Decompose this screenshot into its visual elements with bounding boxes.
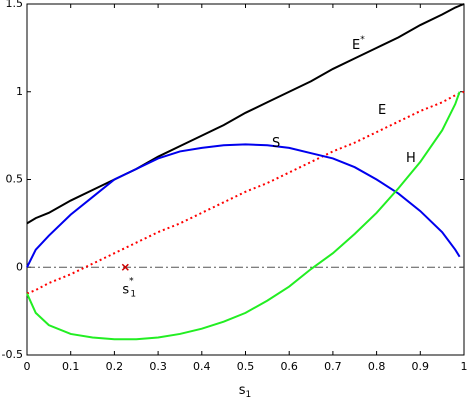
series-name: E	[378, 103, 386, 118]
x-tick-label: 0.9	[412, 360, 430, 373]
x-tick-label: 0.4	[193, 360, 211, 373]
marker-label-sub: 1	[130, 289, 136, 299]
series-label: E*	[352, 35, 365, 53]
x-tick-label: 0.5	[237, 360, 255, 373]
marker	[121, 263, 129, 271]
series-name-sup: *	[360, 35, 365, 45]
x-tick-label: 0.7	[324, 360, 342, 373]
series-line	[26, 3, 465, 225]
x-label-main: s	[239, 383, 246, 398]
x-tick-label: 0.3	[149, 360, 167, 373]
series-name: S	[272, 136, 280, 151]
y-tick-label: -0.5	[2, 348, 23, 361]
series-line	[26, 143, 461, 268]
y-tick-label: 1.5	[6, 0, 24, 10]
marker-stroke	[121, 263, 129, 271]
x-axis-label: s1	[239, 383, 252, 400]
series-label: H	[406, 151, 416, 166]
y-tick-label: 0.5	[6, 173, 24, 186]
y-tick-label: 1	[16, 85, 23, 98]
marker-label: s* 1	[122, 276, 136, 299]
series-line	[26, 91, 461, 341]
plot-frame	[26, 3, 465, 356]
x-tick-label: 0	[24, 360, 31, 373]
x-tick-label: 0.2	[106, 360, 124, 373]
series-label: S	[272, 136, 280, 151]
series-name: H	[406, 151, 416, 166]
x-tick-label: 0.1	[62, 360, 80, 373]
x-label-sub: 1	[246, 390, 252, 400]
x-tick-label: 0.8	[368, 360, 386, 373]
x-tick-label: 0.6	[280, 360, 298, 373]
y-tick-label: 0	[16, 260, 23, 273]
series-label: E	[378, 103, 386, 118]
x-tick-label: 1	[461, 360, 468, 373]
series-name: E	[352, 38, 360, 53]
marker-label-main: s	[122, 282, 129, 297]
marker-label-sup: *	[129, 276, 134, 286]
